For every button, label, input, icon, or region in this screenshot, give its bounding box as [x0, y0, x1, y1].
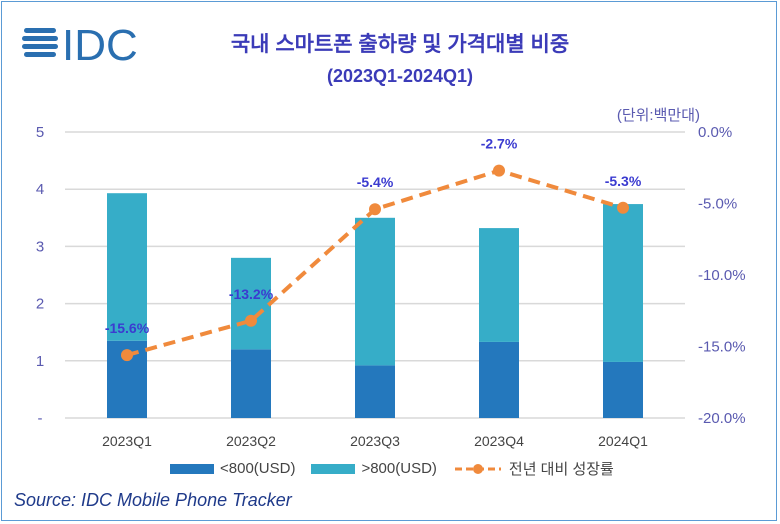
- y-left-tick-label: 4: [36, 181, 44, 198]
- bar-segment: [479, 341, 519, 418]
- bar-segment: [603, 204, 643, 362]
- x-tick-label: 2023Q4: [474, 433, 524, 449]
- y-left-tick-label: 5: [36, 124, 44, 141]
- chart-title: 국내 스마트폰 출하량 및 가격대별 비중: [230, 33, 570, 56]
- bar-segment: [231, 257, 271, 350]
- y-right-tick-label: -20.0%: [698, 410, 746, 427]
- y-left-tick-label: 3: [36, 238, 44, 255]
- idc-logo: IDC: [22, 22, 138, 64]
- data-label: -13.2%: [229, 286, 274, 302]
- legend-label: 전년 대비 성장률: [508, 461, 614, 478]
- x-tick-label: 2023Q1: [102, 433, 152, 449]
- data-label: -2.7%: [481, 136, 518, 152]
- legend-label: <800(USD): [220, 460, 296, 477]
- legend-line-swatch: [454, 463, 501, 474]
- bar-segment: [603, 361, 643, 418]
- x-tick-label: 2023Q2: [226, 433, 276, 449]
- source-note: Source: IDC Mobile Phone Tracker: [14, 490, 292, 510]
- unit-label: (단위:백만대): [616, 107, 700, 124]
- legend-swatch: [170, 463, 214, 474]
- bar-segment: [355, 365, 395, 418]
- x-tick-label: 2023Q3: [350, 433, 400, 449]
- y-right-tick-label: 0.0%: [698, 124, 732, 141]
- y-left-tick-label: 2: [36, 296, 44, 313]
- growth-point: [617, 201, 629, 214]
- data-label: -15.6%: [105, 320, 150, 336]
- bar-segment: [107, 193, 147, 341]
- growth-point: [245, 314, 257, 327]
- svg-text:IDC: IDC: [62, 22, 138, 64]
- growth-point: [369, 203, 381, 216]
- chart-subtitle: (2023Q1-2024Q1): [326, 66, 474, 86]
- bar-segment: [479, 228, 519, 342]
- legend-item-under800: <800(USD): [170, 460, 295, 477]
- data-label: -5.4%: [357, 174, 394, 190]
- legend-label: >800(USD): [361, 460, 437, 477]
- legend: <800(USD) >800(USD) 전년 대비 성장률: [170, 458, 622, 479]
- bar-segment: [231, 349, 271, 418]
- y-right-tick-label: -5.0%: [698, 196, 737, 213]
- legend-swatch: [311, 463, 356, 474]
- y-right-tick-label: -10.0%: [698, 267, 746, 284]
- x-tick-label: 2024Q1: [598, 433, 648, 449]
- legend-item-over800: >800(USD): [311, 460, 437, 477]
- growth-point: [493, 164, 505, 177]
- legend-item-growth: 전년 대비 성장률: [453, 458, 614, 479]
- data-label: -5.3%: [605, 173, 642, 189]
- y-left-tick-label: -: [38, 410, 43, 427]
- y-right-tick-label: -15.0%: [698, 339, 746, 356]
- y-left-tick-label: 1: [36, 353, 44, 370]
- growth-point: [121, 349, 133, 362]
- bar-segment: [355, 217, 395, 366]
